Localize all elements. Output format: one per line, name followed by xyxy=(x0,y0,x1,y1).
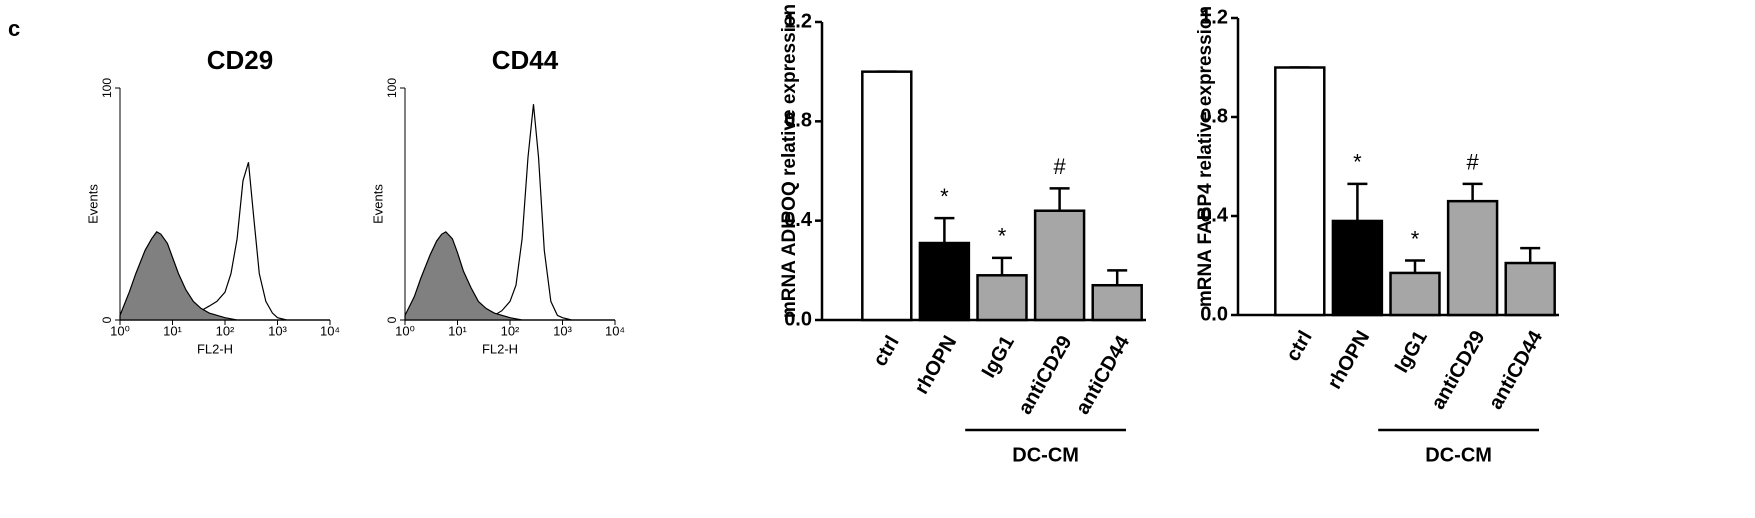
significance-marker: * xyxy=(1353,150,1362,175)
bar xyxy=(1446,199,1499,317)
x-tick-label: 10¹ xyxy=(448,323,467,338)
y-tick-label: 0 xyxy=(100,316,114,323)
significance-marker: * xyxy=(940,184,949,209)
significance-marker: * xyxy=(998,224,1007,249)
x-tick-label: 10³ xyxy=(268,323,287,338)
y-tick-label: 100 xyxy=(100,78,114,98)
y-axis-label: Events xyxy=(85,184,100,224)
x-tick-label: antiCD44 xyxy=(1485,326,1548,413)
x-tick-label: antiCD44 xyxy=(1072,331,1135,418)
bar xyxy=(1504,261,1556,317)
bar xyxy=(1091,283,1143,322)
x-tick-label: IgG1 xyxy=(1391,327,1432,376)
x-tick-label: 10⁰ xyxy=(395,323,415,338)
bar xyxy=(1033,209,1086,322)
significance-marker: # xyxy=(1053,154,1066,179)
bar xyxy=(1389,271,1441,317)
x-tick-label: 10⁴ xyxy=(605,323,625,338)
bar xyxy=(976,274,1028,322)
x-tick-label: rhOPN xyxy=(911,332,962,398)
x-tick-label: 10² xyxy=(216,323,235,338)
significance-marker: * xyxy=(1411,226,1420,251)
x-axis-label: FL2-H xyxy=(197,341,233,356)
y-tick-label: 0.4 xyxy=(1200,204,1229,226)
x-tick-label: rhOPN xyxy=(1324,327,1375,393)
y-tick-label: 1.2 xyxy=(1200,6,1228,28)
x-tick-label: 10¹ xyxy=(163,323,182,338)
significance-marker: # xyxy=(1466,150,1479,175)
y-axis-label: Events xyxy=(370,184,385,224)
x-tick-label: antiCD29 xyxy=(1427,327,1489,413)
x-tick-label: IgG1 xyxy=(978,332,1019,381)
group-label: DC-CM xyxy=(1425,444,1492,466)
y-tick-label: 0.8 xyxy=(784,110,812,132)
y-tick-label: 0.0 xyxy=(784,308,812,330)
y-axis-label: mRNA FABP4 relative expression xyxy=(1195,6,1216,307)
y-tick-label: 1.2 xyxy=(784,10,812,32)
bar xyxy=(861,70,913,322)
x-tick-label: 10² xyxy=(501,323,520,338)
x-tick-label: ctrl xyxy=(869,332,904,370)
bar xyxy=(918,241,971,322)
chart-title: CD44 xyxy=(492,45,559,75)
x-tick-label: ctrl xyxy=(1282,327,1317,365)
x-tick-label: 10⁰ xyxy=(110,323,130,338)
y-tick-label: 100 xyxy=(385,78,399,98)
bar xyxy=(1274,66,1326,317)
y-tick-label: 0 xyxy=(385,316,399,323)
x-tick-label: 10⁴ xyxy=(320,323,340,338)
y-tick-label: 0.4 xyxy=(784,209,813,231)
bar xyxy=(1331,219,1384,317)
y-tick-label: 0.8 xyxy=(1200,105,1228,127)
group-label: DC-CM xyxy=(1012,444,1079,466)
x-tick-label: 10³ xyxy=(553,323,572,338)
x-axis-label: FL2-H xyxy=(482,341,518,356)
panel-label: c xyxy=(8,16,20,41)
chart-title: CD29 xyxy=(207,45,273,75)
x-tick-label: antiCD29 xyxy=(1014,332,1076,418)
y-tick-label: 0.0 xyxy=(1200,303,1228,325)
y-axis-label: mRNA ADIPOQ relative expression xyxy=(779,4,800,318)
